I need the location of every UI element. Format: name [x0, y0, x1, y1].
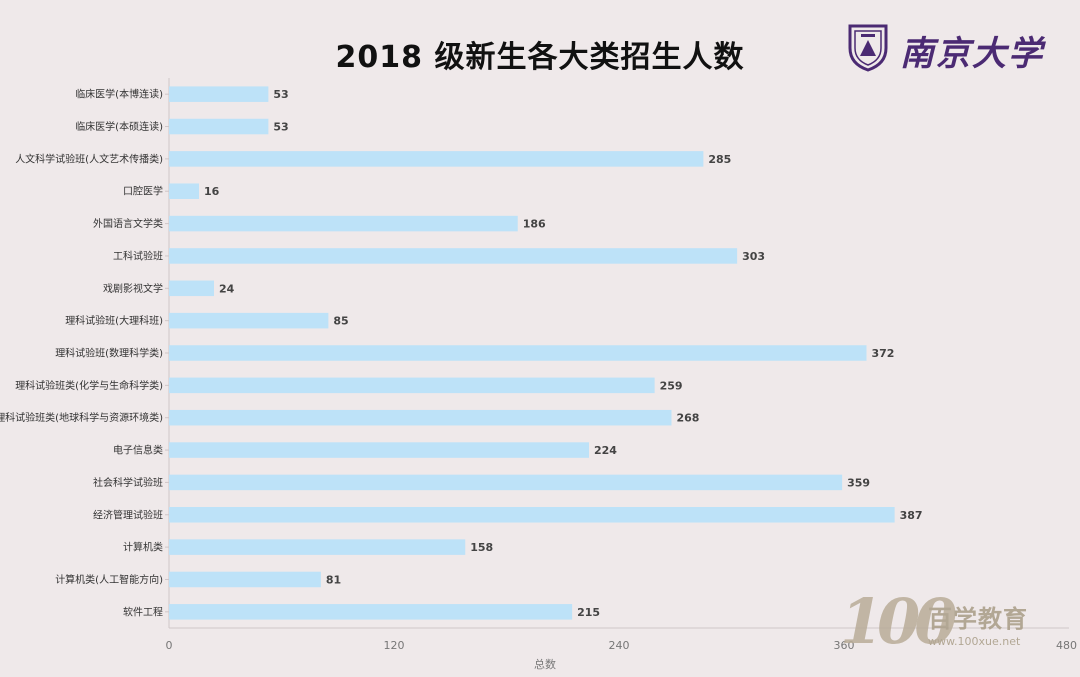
value-label: 359 — [847, 476, 870, 489]
category-label: 理科试验班(数理科学类) — [55, 347, 163, 360]
value-label: 372 — [872, 347, 895, 360]
category-label: 人文科学试验班(人文艺术传播类) — [15, 152, 163, 165]
bar — [169, 507, 895, 523]
bar — [169, 345, 867, 361]
category-label: 社会科学试验班 — [93, 476, 163, 489]
x-tick-label: 0 — [166, 639, 173, 652]
bar — [169, 571, 321, 588]
category-label: 外国语言文学类 — [93, 217, 163, 230]
bar — [169, 604, 573, 620]
bar — [169, 118, 269, 135]
category-label: 临床医学(本硕连读) — [75, 120, 163, 133]
bar — [169, 539, 466, 555]
category-label: 计算机类(人工智能方向) — [55, 573, 163, 586]
value-label: 259 — [660, 379, 683, 392]
x-tick-label: 360 — [834, 639, 855, 652]
category-label: 计算机类 — [123, 541, 163, 554]
value-label: 81 — [326, 573, 341, 586]
value-label: 285 — [708, 153, 731, 166]
bar — [169, 86, 269, 102]
watermark-url: www.100xue.net — [928, 635, 1021, 648]
value-labels: 53 53 285 16 186 303 24 85 372 259 268 224 359 387 158… — [204, 88, 923, 619]
value-label: 24 — [219, 282, 235, 295]
category-label: 经济管理试验班 — [93, 508, 163, 521]
value-label: 303 — [742, 250, 765, 263]
value-label: 53 — [273, 121, 288, 134]
chart-bars — [169, 86, 895, 620]
category-label: 软件工程 — [123, 605, 163, 618]
watermark-name: 百学教育 — [928, 604, 1028, 633]
value-label: 158 — [470, 541, 493, 554]
category-label: 工科试验班 — [113, 249, 163, 262]
value-label: 186 — [523, 218, 546, 231]
category-label: 理科试验班(大理科班) — [65, 314, 163, 327]
watermark-number: 100 — [840, 585, 957, 658]
value-label: 215 — [577, 606, 600, 619]
university-name: 南京大学 — [900, 34, 1044, 74]
university-shield-icon — [848, 24, 888, 72]
bar — [169, 280, 214, 297]
bar — [169, 377, 655, 394]
value-label: 53 — [273, 88, 288, 101]
category-label: 临床医学(本博连读) — [75, 88, 163, 101]
value-label: 224 — [594, 444, 617, 457]
category-label: 电子信息类 — [113, 444, 163, 457]
value-label: 387 — [900, 509, 923, 522]
x-tick-label: 480 — [1056, 639, 1077, 652]
category-label: 戏剧影视文学 — [103, 282, 163, 295]
bar — [169, 215, 518, 232]
bar — [169, 151, 704, 167]
bar — [169, 183, 199, 199]
watermark-logo: 100 百学教育 www.100xue.net — [840, 585, 1040, 665]
category-label: 口腔医学 — [123, 185, 163, 198]
university-logo: 南京大学 — [846, 20, 1066, 78]
chart-title: 2018 级新生各大类招生人数 — [335, 40, 745, 75]
x-axis-title: 总数 — [534, 657, 556, 671]
x-tick-label: 240 — [609, 639, 630, 652]
value-label: 268 — [677, 412, 700, 425]
category-label: 理科试验班类(地球科学与资源环境类) — [0, 411, 163, 424]
x-tick-label: 120 — [384, 639, 405, 652]
category-label: 理科试验班类(化学与生命科学类) — [15, 379, 163, 392]
x-tick-labels: 0 120 240 360 480 — [166, 639, 1078, 652]
category-labels: 临床医学(本博连读) 临床医学(本硕连读) 人文科学试验班(人文艺术传播类) 口腔医学… — [0, 88, 163, 619]
value-label: 85 — [333, 315, 348, 328]
bar — [169, 442, 589, 458]
bar — [169, 312, 329, 329]
value-label: 16 — [204, 185, 220, 198]
bar — [169, 409, 672, 426]
bar — [169, 474, 843, 491]
bar — [169, 248, 738, 264]
